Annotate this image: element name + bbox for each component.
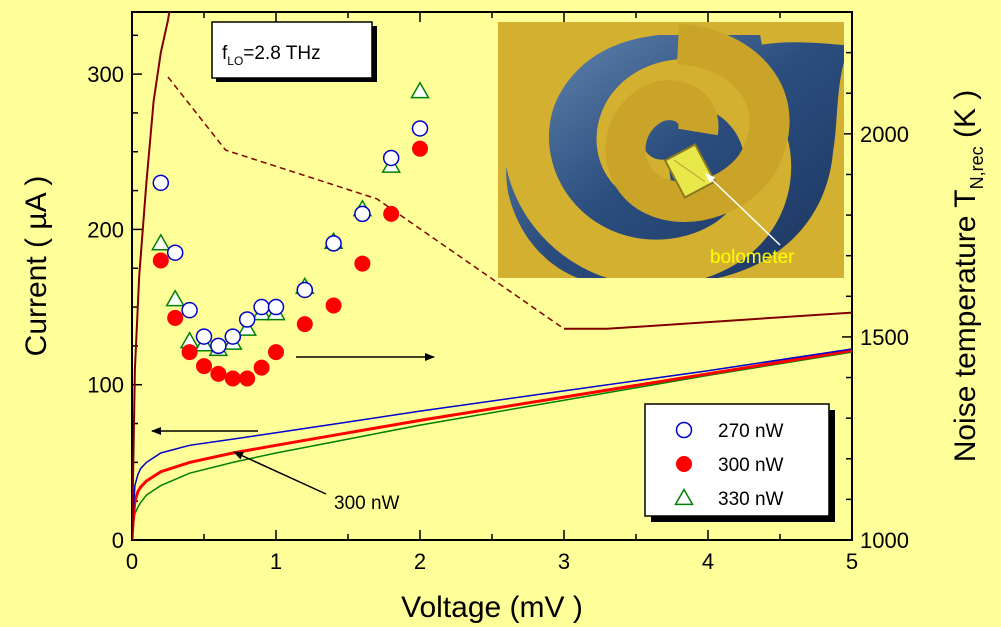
legend-label: 300 nW xyxy=(718,455,784,476)
point-330-nW xyxy=(151,233,171,251)
point-300-nW xyxy=(152,252,169,269)
x-tick-label: 4 xyxy=(702,549,714,574)
scatter-points xyxy=(151,81,430,387)
axis-tick-labels: 0 1 2 3 4 5 0 100 200 300 1000 1500 2000 xyxy=(87,62,909,574)
point-300-nW xyxy=(167,309,184,326)
inset-pointer-arrow xyxy=(705,173,781,246)
y-tick-label: 200 xyxy=(87,217,124,242)
noise-curve-high-bias xyxy=(564,311,852,330)
x-tick-label: 0 xyxy=(126,549,138,574)
point-270-nW xyxy=(253,298,270,316)
point-300-nW xyxy=(181,344,198,361)
point-270-nW xyxy=(267,298,285,316)
y2-axis-title-unit: (K ) xyxy=(949,90,982,147)
legend-marker-300-nW xyxy=(676,456,692,472)
x-tick-label: 5 xyxy=(846,549,858,574)
legend-label: 270 nW xyxy=(718,421,784,442)
point-300-nW xyxy=(383,205,400,222)
point-270-nW xyxy=(238,311,256,328)
point-300-nW xyxy=(253,359,270,376)
point-270-nW xyxy=(181,301,198,319)
point-300-nW xyxy=(412,140,428,157)
plot-content xyxy=(132,12,852,540)
curve-annotation-label: 300 nW xyxy=(334,493,400,514)
x-tick-label: 2 xyxy=(414,549,426,574)
point-300-nW xyxy=(210,365,227,382)
y-tick-label: 0 xyxy=(112,528,124,553)
y2-axis-title-main: Noise temperature T xyxy=(949,189,982,462)
legend-label: 330 nW xyxy=(718,489,784,510)
point-300-nW xyxy=(296,316,313,333)
point-270-nW xyxy=(296,281,314,299)
point-270-nW xyxy=(210,337,227,355)
curve-annotation-arrow xyxy=(233,451,327,495)
noise-curve-dashed xyxy=(167,76,565,330)
svg-text:fLO=2.8 THz: fLO=2.8 THz xyxy=(222,43,321,68)
flo-sub: LO xyxy=(227,54,243,68)
point-270-nW xyxy=(411,120,429,137)
point-330-nW xyxy=(410,81,430,99)
point-300-nW xyxy=(354,255,371,272)
y2-tick-label: 1500 xyxy=(860,325,909,350)
legend-marker-270-nW xyxy=(675,421,693,439)
point-300-nW xyxy=(325,297,342,314)
y-tick-label: 300 xyxy=(87,62,124,87)
legend: 270 nW 300 nW 330 nW xyxy=(644,403,835,522)
iv-curve-330-nW xyxy=(132,351,852,540)
x-axis-title: Voltage (mV ) xyxy=(401,591,583,624)
y2-tick-label: 1000 xyxy=(860,528,909,553)
point-300-nW xyxy=(268,344,284,361)
point-270-nW xyxy=(224,328,242,345)
point-270-nW xyxy=(354,205,371,223)
y2-axis-title: Noise temperature TN,rec (K ) xyxy=(949,90,987,463)
point-270-nW xyxy=(152,174,170,192)
iv-curve-300-nW xyxy=(132,349,852,540)
point-300-nW xyxy=(196,358,212,375)
y2-axis-title-sub: N,rec xyxy=(967,146,987,189)
point-300-nW xyxy=(224,370,241,387)
legend-marker-330-nW xyxy=(674,487,694,506)
y2-tick-label: 2000 xyxy=(860,122,909,147)
point-300-nW xyxy=(239,370,256,387)
x-tick-label: 3 xyxy=(558,549,570,574)
flo-prefix: f xyxy=(222,43,228,64)
inset-label: bolometer xyxy=(710,247,795,268)
bolometer-inset: bolometer xyxy=(498,22,844,278)
point-270-nW xyxy=(166,244,184,261)
noise-curve-steep xyxy=(132,12,171,540)
flo-suffix: =2.8 THz xyxy=(243,43,320,64)
point-330-nW xyxy=(237,318,257,336)
point-270-nW xyxy=(382,149,400,167)
y-axis-title: Current ( µA ) xyxy=(20,176,53,357)
y-tick-label: 100 xyxy=(87,373,124,398)
point-330-nW xyxy=(165,289,185,307)
iv-curve-270-nW xyxy=(132,348,852,540)
point-270-nW xyxy=(325,235,342,252)
frequency-annotation: fLO=2.8 THz xyxy=(211,21,377,82)
x-tick-label: 1 xyxy=(270,549,282,574)
point-270-nW xyxy=(195,328,213,345)
